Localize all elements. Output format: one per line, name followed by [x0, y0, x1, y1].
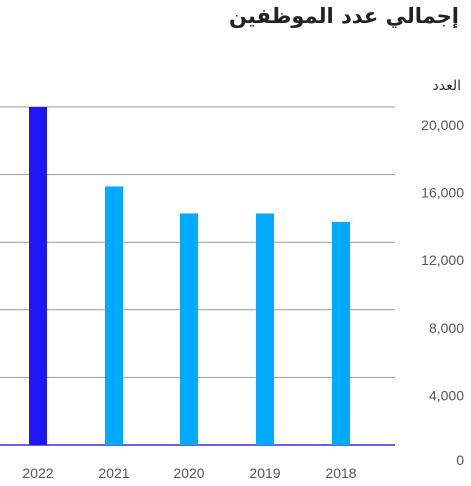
x-tick-label: 2020 — [173, 465, 204, 481]
bar-2021 — [105, 186, 123, 445]
x-tick-labels: 2022 2021 2020 2019 2018 — [22, 465, 356, 481]
y-tick-label: 12,000 — [421, 252, 464, 268]
x-tick-label: 2018 — [325, 465, 356, 481]
x-tick-label: 2021 — [98, 465, 129, 481]
bar-2020 — [180, 213, 198, 445]
bar-2019 — [256, 213, 274, 445]
y-axis-label: العدد — [432, 78, 462, 94]
chart-title: إجمالي عدد الموظفين — [229, 4, 459, 28]
bar-2018 — [332, 221, 350, 445]
y-tick-label: 4,000 — [429, 387, 464, 403]
bar-2022 — [29, 107, 47, 445]
x-tick-label: 2019 — [249, 465, 280, 481]
y-tick-label: 16,000 — [421, 185, 464, 201]
x-tick-label: 2022 — [22, 465, 53, 481]
y-tick-label: 20,000 — [421, 117, 464, 133]
y-tick-labels: 0 4,000 8,000 12,000 16,000 20,000 — [421, 117, 464, 468]
y-tick-label: 8,000 — [429, 320, 464, 336]
y-tick-label: 0 — [456, 452, 464, 468]
bars — [29, 107, 350, 445]
